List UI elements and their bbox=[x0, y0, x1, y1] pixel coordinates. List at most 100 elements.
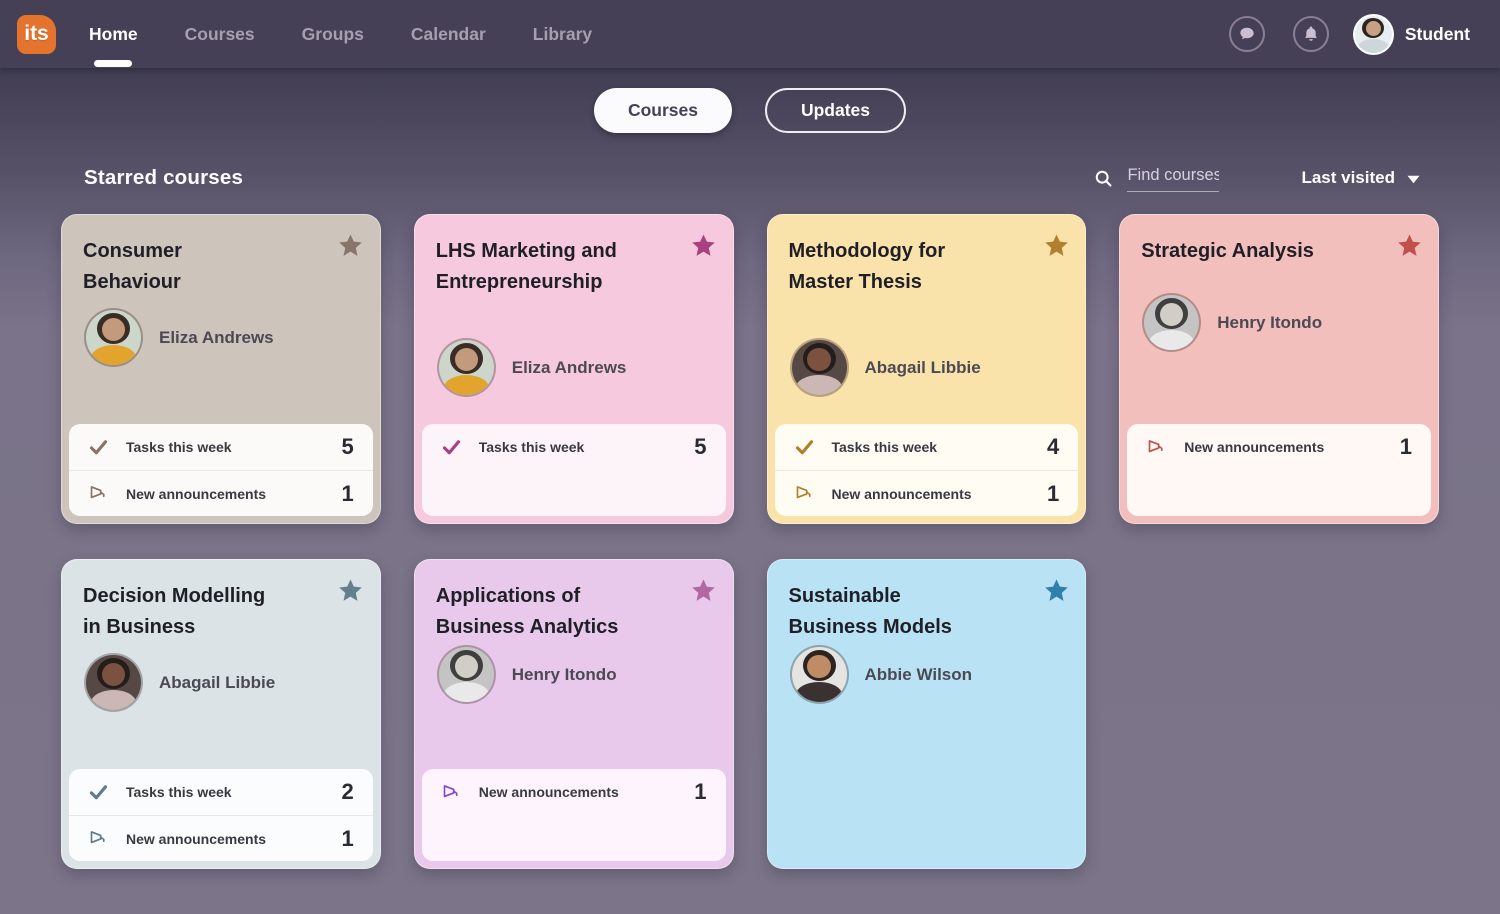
chat-button[interactable] bbox=[1228, 16, 1265, 52]
megaphone-icon bbox=[90, 831, 105, 844]
star-button[interactable] bbox=[1041, 575, 1071, 605]
row-label: New announcements bbox=[126, 485, 267, 502]
teacher-avatar bbox=[438, 340, 494, 395]
nav-label: Library bbox=[532, 24, 593, 44]
chat-icon bbox=[1240, 27, 1254, 40]
course-card[interactable]: Applications of Business Analytics Henry… bbox=[413, 559, 734, 869]
tasks-row[interactable]: Tasks this week 5 bbox=[69, 424, 373, 470]
teacher-name: Abagail Libbie bbox=[864, 357, 981, 377]
check-icon bbox=[89, 439, 108, 454]
star-button[interactable] bbox=[689, 230, 719, 260]
nav-item-groups[interactable]: Groups bbox=[302, 0, 364, 69]
navbar-right: Student bbox=[1201, 15, 1470, 53]
row-count: 5 bbox=[341, 434, 354, 459]
check-icon bbox=[89, 784, 108, 799]
page-title: Starred courses bbox=[84, 166, 244, 189]
announcements-row[interactable]: New announcements 1 bbox=[774, 470, 1079, 516]
teacher-info: Eliza Andrews bbox=[62, 310, 380, 365]
course-card[interactable]: Sustainable Business Models Abbie Wilson bbox=[766, 559, 1087, 869]
view-toggle: Courses Updates bbox=[0, 88, 1500, 133]
notifications-button[interactable] bbox=[1292, 16, 1329, 52]
announcements-row[interactable]: New announcements 1 bbox=[1127, 424, 1431, 470]
user-avatar bbox=[1354, 15, 1392, 53]
teacher-avatar bbox=[438, 647, 494, 702]
row-count: 1 bbox=[341, 480, 354, 506]
search-input[interactable] bbox=[1127, 164, 1220, 192]
announcements-row[interactable]: New announcements 1 bbox=[422, 769, 726, 815]
row-label: Tasks this week bbox=[126, 439, 232, 455]
sort-dropdown[interactable]: Last visited bbox=[1301, 168, 1420, 188]
star-button[interactable] bbox=[1041, 230, 1071, 260]
nav-item-library[interactable]: Library bbox=[533, 0, 592, 69]
megaphone-icon bbox=[90, 486, 105, 499]
check-icon bbox=[442, 439, 460, 454]
announcements-row[interactable]: New announcements 1 bbox=[69, 470, 373, 516]
section-header: Starred courses Last visited bbox=[0, 164, 1500, 192]
row-count: 1 bbox=[1399, 434, 1412, 459]
course-card[interactable]: Strategic Analysis Henry Itondo New anno… bbox=[1119, 214, 1439, 524]
card-footer: Tasks this week 4 New announcements 1 bbox=[774, 424, 1079, 516]
row-count: 5 bbox=[694, 434, 707, 459]
teacher-avatar bbox=[1144, 295, 1200, 350]
row-label: New announcements bbox=[478, 784, 619, 800]
nav-label: Home bbox=[89, 24, 138, 44]
teacher-info: Abbie Wilson bbox=[768, 647, 1086, 702]
course-card[interactable]: Consumer Behaviour Eliza Andrews Tasks t… bbox=[61, 214, 381, 524]
announcements-row[interactable]: New announcements 1 bbox=[69, 815, 373, 861]
row-count: 1 bbox=[1047, 480, 1060, 506]
nav-item-courses[interactable]: Courses bbox=[185, 0, 255, 69]
star-button[interactable] bbox=[336, 575, 366, 605]
search-icon bbox=[1096, 170, 1112, 187]
nav-label: Groups bbox=[301, 24, 364, 44]
star-icon bbox=[1045, 578, 1068, 601]
row-label: Tasks this week bbox=[478, 439, 585, 455]
star-icon bbox=[692, 578, 715, 601]
course-search bbox=[1093, 164, 1220, 192]
course-title: Methodology for Master Thesis bbox=[788, 240, 946, 293]
star-button[interactable] bbox=[336, 230, 366, 260]
user-menu[interactable]: Student bbox=[1354, 15, 1470, 53]
course-card[interactable]: Methodology for Master Thesis Abagail Li… bbox=[766, 214, 1087, 524]
teacher-name: Abagail Libbie bbox=[159, 672, 276, 692]
row-count: 1 bbox=[694, 779, 707, 804]
course-card[interactable]: Decision Modelling in Business Abagail L… bbox=[61, 559, 381, 869]
chevron-down-icon bbox=[1407, 175, 1420, 184]
teacher-avatar bbox=[86, 655, 141, 710]
star-icon bbox=[1397, 233, 1421, 256]
card-footer: Tasks this week 5 bbox=[421, 424, 726, 516]
course-title: LHS Marketing and Entrepreneurship bbox=[435, 240, 617, 293]
teacher-info: Henry Itondo bbox=[1120, 295, 1438, 350]
course-card[interactable]: LHS Marketing and Entrepreneurship Eliza… bbox=[413, 214, 734, 524]
teacher-info: Abagail Libbie bbox=[768, 340, 1086, 395]
teacher-info: Henry Itondo bbox=[415, 647, 733, 702]
row-label: Tasks this week bbox=[126, 784, 232, 800]
nav-item-home[interactable]: Home bbox=[89, 0, 138, 69]
card-footer: Tasks this week 2 New announcements 1 bbox=[69, 769, 373, 861]
nav-label: Courses bbox=[184, 24, 255, 44]
star-icon bbox=[339, 233, 362, 256]
tab-updates[interactable]: Updates bbox=[764, 88, 907, 133]
row-label: New announcements bbox=[126, 830, 267, 847]
teacher-avatar bbox=[86, 310, 141, 365]
teacher-name: Henry Itondo bbox=[1217, 312, 1323, 332]
tasks-row[interactable]: Tasks this week 5 bbox=[422, 424, 726, 470]
teacher-name: Eliza Andrews bbox=[511, 357, 627, 377]
top-navbar: its Home Courses Groups Calendar Library… bbox=[0, 0, 1500, 68]
row-count: 4 bbox=[1047, 434, 1060, 459]
star-button[interactable] bbox=[1394, 230, 1424, 260]
teacher-info: Eliza Andrews bbox=[415, 340, 733, 395]
tasks-row[interactable]: Tasks this week 2 bbox=[69, 769, 373, 815]
tab-courses[interactable]: Courses bbox=[593, 88, 732, 133]
check-icon bbox=[795, 439, 813, 454]
star-button[interactable] bbox=[689, 575, 719, 605]
star-icon bbox=[339, 578, 362, 601]
app-logo[interactable]: its bbox=[17, 14, 56, 54]
course-title: Strategic Analysis bbox=[1141, 240, 1314, 262]
teacher-avatar bbox=[791, 340, 847, 395]
teacher-avatar bbox=[791, 647, 847, 702]
nav-item-calendar[interactable]: Calendar bbox=[411, 0, 486, 69]
user-label: Student bbox=[1404, 23, 1470, 44]
tasks-row[interactable]: Tasks this week 4 bbox=[775, 424, 1079, 470]
course-grid: Consumer Behaviour Eliza Andrews Tasks t… bbox=[0, 214, 1500, 869]
teacher-name: Abbie Wilson bbox=[864, 664, 973, 684]
